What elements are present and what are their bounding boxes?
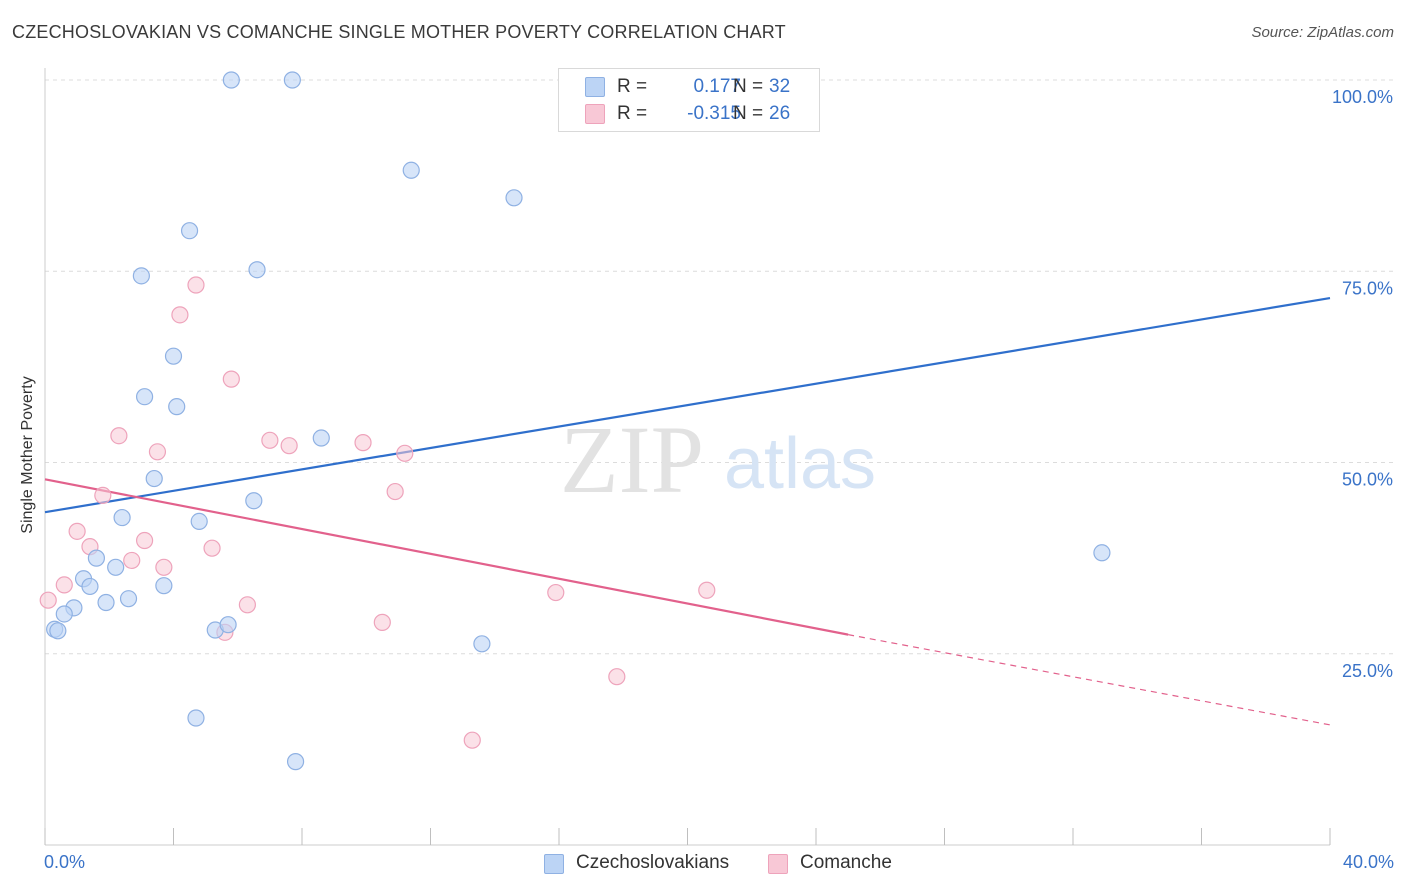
point-czechoslovakians [107, 558, 125, 576]
point-czechoslovakians [245, 492, 263, 510]
legend-label: Czechoslovakians [576, 852, 730, 873]
point-comanche [171, 306, 189, 324]
point-czechoslovakians [145, 469, 163, 488]
legend-swatch-pink [585, 104, 605, 124]
y-tick-label: 100.0% [1332, 87, 1393, 107]
point-comanche [261, 431, 279, 449]
point-comanche [155, 558, 173, 576]
point-comanche [148, 443, 167, 461]
watermark: ZIP atlas [560, 406, 876, 513]
point-czechoslovakians [505, 189, 523, 207]
point-czechoslovakians [87, 549, 106, 567]
point-czechoslovakians [119, 590, 138, 608]
trend-line-comanche [44, 478, 849, 636]
point-czechoslovakians [97, 593, 115, 612]
point-czechoslovakians [222, 71, 240, 89]
legend-r-label: R = [617, 76, 648, 97]
y-tick-label: 50.0% [1342, 470, 1393, 490]
data-points [39, 71, 1111, 771]
point-czechoslovakians [219, 616, 237, 634]
point-comanche [39, 591, 57, 609]
watermark-zip: ZIP [560, 406, 704, 513]
legend-r-value: 0.177 [693, 76, 741, 97]
point-czechoslovakians [1093, 544, 1111, 562]
point-czechoslovakians [190, 512, 208, 531]
y-tick-labels: 25.0% 50.0% 75.0% 100.0% [1332, 87, 1393, 681]
point-czechoslovakians [155, 577, 173, 595]
point-comanche [354, 434, 372, 452]
legend-n-value: 32 [769, 76, 791, 97]
trend-lines [44, 296, 1331, 726]
point-czechoslovakians [164, 347, 183, 365]
point-comanche [94, 486, 112, 504]
point-czechoslovakians [168, 398, 186, 416]
point-comanche [373, 613, 391, 631]
point-czechoslovakians [135, 388, 154, 406]
correlation-legend: R = 0.177 N = 32 R = -0.315 N = 26 [558, 68, 820, 132]
point-czechoslovakians [180, 222, 199, 240]
point-comanche [55, 576, 73, 594]
legend-n-value: 26 [769, 103, 791, 124]
legend-n-label: N = [733, 76, 764, 97]
trend-line-comanche-extension [848, 634, 1331, 726]
point-czechoslovakians [187, 709, 205, 727]
point-comanche [135, 531, 154, 550]
trend-line-czechoslovakians [44, 296, 1331, 514]
point-comanche [123, 551, 141, 570]
point-comanche [608, 668, 626, 686]
legend-label: Comanche [800, 852, 892, 873]
point-czechoslovakians [55, 605, 73, 623]
point-comanche [222, 370, 240, 388]
legend-swatch-blue [544, 854, 564, 874]
chart-title: CZECHOSLOVAKIAN VS COMANCHE SINGLE MOTHE… [12, 22, 786, 42]
legend-swatch-blue [585, 77, 605, 97]
point-comanche [68, 522, 86, 540]
point-czechoslovakians [402, 161, 420, 179]
legend-r-value: -0.315 [687, 103, 741, 124]
point-comanche [547, 583, 565, 602]
point-czechoslovakians [286, 753, 305, 771]
point-czechoslovakians [473, 635, 491, 653]
y-tick-label: 25.0% [1342, 661, 1393, 681]
point-czechoslovakians [248, 261, 266, 279]
point-comanche [463, 731, 481, 749]
point-czechoslovakians [283, 71, 301, 89]
source-label: Source: ZipAtlas.com [1251, 24, 1394, 41]
x-tick-max: 40.0% [1342, 852, 1394, 872]
point-comanche [187, 276, 205, 294]
x-tick-min: 0.0% [44, 852, 86, 872]
point-comanche [238, 596, 256, 614]
y-tick-label: 75.0% [1342, 278, 1393, 298]
point-czechoslovakians [49, 622, 67, 640]
axes [44, 68, 1331, 846]
y-axis-label: Single Mother Poverty [19, 376, 36, 534]
point-comanche [110, 427, 128, 445]
point-comanche [386, 482, 404, 501]
legend-r-label: R = [617, 103, 648, 124]
point-czechoslovakians [113, 508, 131, 527]
point-comanche [396, 444, 414, 462]
watermark-atlas: atlas [724, 424, 876, 504]
point-comanche [698, 581, 716, 599]
gridlines [45, 79, 1395, 655]
point-comanche [280, 437, 298, 455]
point-comanche [203, 539, 221, 557]
point-czechoslovakians [312, 429, 330, 447]
legend-n-label: N = [733, 103, 764, 124]
point-czechoslovakians [132, 267, 150, 285]
point-czechoslovakians [81, 577, 99, 596]
legend-swatch-pink [768, 854, 788, 874]
